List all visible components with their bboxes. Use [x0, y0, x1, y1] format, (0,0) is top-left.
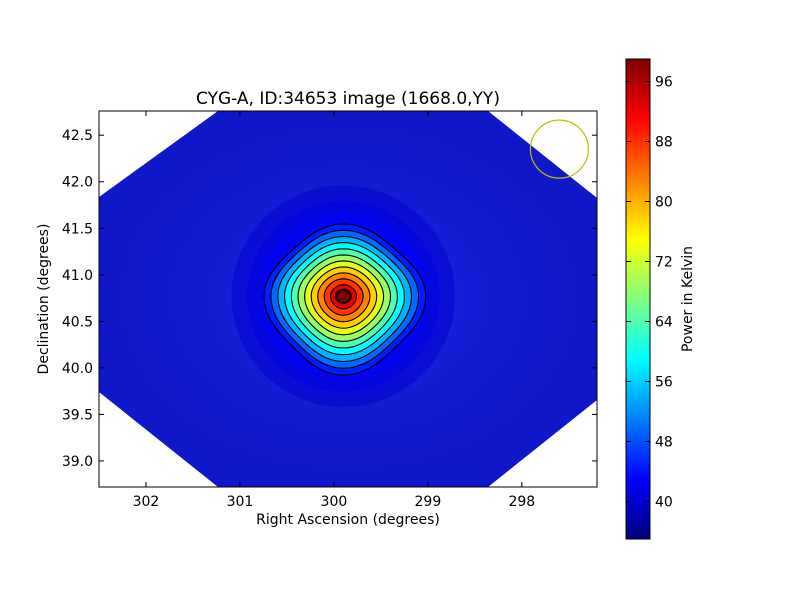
contour-line	[290, 248, 398, 349]
colorbar-gradient	[625, 58, 651, 540]
colorbar-label: Power in Kelvin	[680, 246, 696, 352]
contour-line	[334, 288, 352, 304]
colorbar-ticks: 40 48 56 64 72 80 88 96	[626, 75, 673, 511]
colorbar-tick-label: 48	[655, 435, 673, 451]
contour-line	[336, 289, 351, 304]
x-tick-label: 300	[321, 494, 348, 510]
contour-line	[323, 278, 364, 316]
colorbar-tick-label: 40	[655, 495, 673, 511]
y-tick-label: 39.5	[62, 407, 93, 423]
x-tick-label: 298	[508, 494, 535, 510]
chart-title: CYG-A, ID:34653 image (1668.0,YY)	[196, 89, 500, 109]
x-axis-label: Right Ascension (degrees)	[256, 512, 440, 528]
colorbar-tick-label: 56	[655, 375, 673, 391]
plot-frame	[98, 110, 598, 488]
contour-line	[263, 223, 427, 376]
y-tick-label: 41.5	[62, 221, 93, 237]
contour-line	[297, 254, 392, 342]
contour-lines	[263, 223, 427, 376]
plot-area	[99, 111, 597, 487]
x-axis: 302 301 300 299 298	[133, 111, 535, 510]
contour-line	[277, 235, 413, 363]
colorbar-tick-label: 88	[655, 135, 673, 151]
y-tick-label: 41.0	[62, 268, 93, 284]
contour-line	[283, 242, 406, 356]
colorbar-tick-label: 96	[655, 75, 673, 91]
emission-peak	[335, 289, 352, 304]
y-tick-label: 42.0	[62, 175, 93, 191]
beam-marker-circle	[529, 119, 590, 179]
y-tick-label: 40.0	[62, 361, 93, 377]
y-axis-label: Declination (degrees)	[36, 224, 52, 375]
x-tick-label: 299	[415, 494, 442, 510]
colorbar: 40 48 56 64 72 80 88 96 Power in Kelvin	[625, 58, 696, 540]
colorbar-tick-label: 80	[655, 195, 673, 211]
x-tick-label: 301	[227, 494, 254, 510]
y-axis: 39.0 39.5 40.0 40.5 41.0 41.5 42.0 42.5	[62, 128, 597, 470]
x-tick-label: 302	[133, 494, 160, 510]
contour-line	[310, 266, 378, 329]
contour-line	[304, 260, 385, 336]
contour-line	[330, 284, 358, 310]
contour-line	[270, 229, 420, 369]
y-tick-label: 40.5	[62, 314, 93, 330]
source-emission	[231, 185, 456, 407]
y-tick-label: 42.5	[62, 128, 93, 144]
y-tick-label: 39.0	[62, 454, 93, 470]
contour-line	[317, 272, 371, 323]
colorbar-tick-label: 72	[655, 255, 673, 271]
colorbar-tick-label: 64	[655, 315, 673, 331]
